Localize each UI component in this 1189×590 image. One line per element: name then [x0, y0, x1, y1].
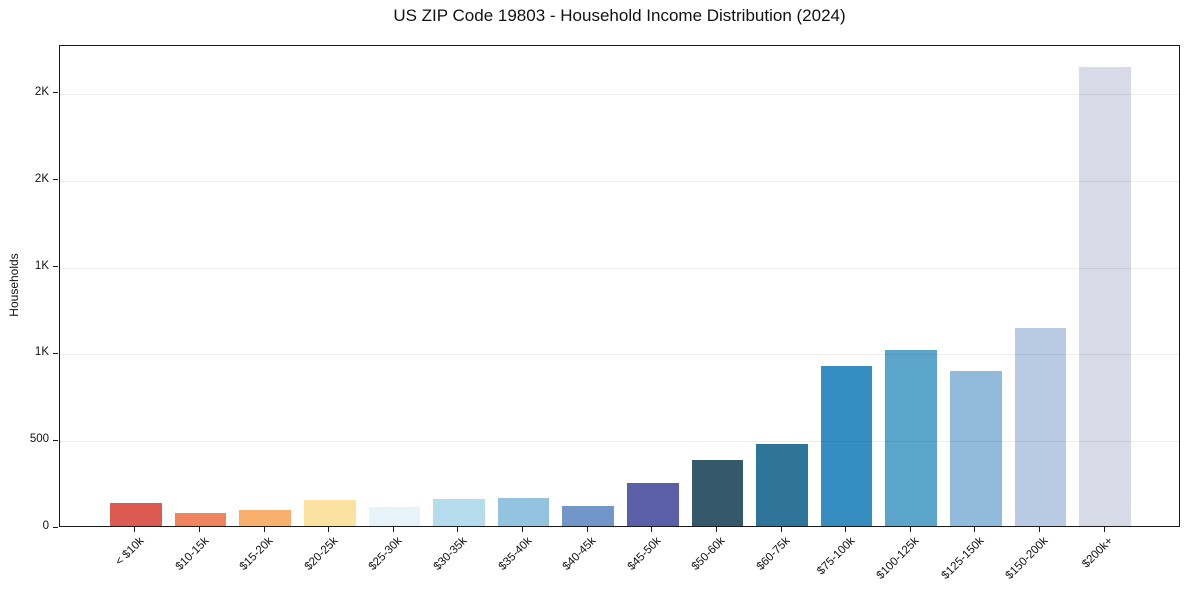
- x-tick-label: $60-75k: [754, 535, 793, 573]
- x-tick-mark: [457, 527, 459, 532]
- x-tick-label: $40-45k: [560, 535, 599, 573]
- gridline-500: [60, 441, 1179, 443]
- x-tick-mark: [263, 527, 265, 532]
- x-tick-label: $45-50k: [625, 535, 664, 573]
- y-tick-label: 0: [42, 520, 49, 532]
- y-tick-mark: [53, 526, 58, 528]
- bar-$10-15k: [174, 512, 227, 526]
- y-tick-label: 500: [29, 433, 49, 446]
- gridline-1500: [60, 267, 1179, 269]
- x-tick-mark: [715, 527, 717, 532]
- x-tick-label: $25-30k: [366, 535, 405, 573]
- bar-< $10k: [110, 502, 162, 526]
- plot-area: [59, 45, 1180, 527]
- x-tick-label: $150-200k: [1004, 535, 1051, 582]
- x-tick-mark: [522, 527, 524, 532]
- x-tick-label: $10-15k: [173, 535, 212, 573]
- gridline-1000: [60, 354, 1179, 356]
- x-tick-mark: [845, 527, 847, 532]
- x-tick-mark: [199, 527, 201, 532]
- bar-$50-60k: [691, 459, 744, 526]
- x-tick-label: < $10k: [113, 535, 147, 569]
- x-tick-label: $35-40k: [496, 535, 535, 573]
- x-tick-label: $15-20k: [237, 535, 276, 573]
- x-tick-mark: [392, 527, 394, 532]
- x-tick-mark: [909, 527, 911, 532]
- bar-$60-75k: [756, 444, 808, 526]
- bar-$75-100k: [820, 365, 873, 526]
- x-tick-label: $100-125k: [874, 535, 922, 582]
- bar-$40-45k: [562, 506, 615, 526]
- x-tick-mark: [651, 527, 653, 532]
- bar-$20-25k: [303, 500, 356, 526]
- y-tick-label: 1K: [34, 346, 49, 359]
- x-tick-mark: [780, 527, 782, 532]
- y-tick-mark: [53, 179, 58, 181]
- bar-$200k+: [1079, 66, 1131, 526]
- y-tick-mark: [53, 439, 58, 441]
- y-tick-mark: [53, 92, 58, 94]
- bar-$45-50k: [626, 482, 679, 526]
- x-tick-label: $75-100k: [814, 535, 858, 578]
- bar-$35-40k: [497, 497, 550, 526]
- y-tick-label: 2K: [34, 172, 49, 185]
- chart-title: US ZIP Code 19803 - Household Income Dis…: [393, 6, 846, 25]
- x-tick-label: $20-25k: [302, 535, 341, 573]
- y-tick-mark: [53, 266, 58, 268]
- x-tick-mark: [974, 527, 976, 532]
- bar-$125-150k: [950, 370, 1002, 526]
- x-tick-label: $200k+: [1080, 535, 1116, 571]
- y-tick-mark: [53, 352, 58, 354]
- bar-$15-20k: [239, 510, 291, 526]
- x-tick-label: $50-60k: [690, 535, 728, 573]
- x-tick-mark: [586, 527, 588, 532]
- x-tick-mark: [134, 527, 136, 532]
- x-tick-label: $30-35k: [431, 535, 470, 573]
- x-tick-mark: [1103, 527, 1105, 532]
- bar-$25-30k: [368, 507, 421, 526]
- x-tick-mark: [328, 527, 330, 532]
- x-tick-mark: [1038, 527, 1040, 532]
- bar-$30-35k: [433, 498, 485, 526]
- gridline-2500: [60, 93, 1179, 95]
- x-tick-label: $125-150k: [939, 535, 987, 582]
- y-axis-label: Households: [7, 253, 21, 317]
- bar-$100-125k: [885, 350, 938, 526]
- bar-$150-200k: [1014, 328, 1067, 526]
- y-tick-label: 1K: [34, 259, 49, 272]
- y-tick-label: 2K: [34, 85, 49, 98]
- gridline-2000: [60, 180, 1179, 182]
